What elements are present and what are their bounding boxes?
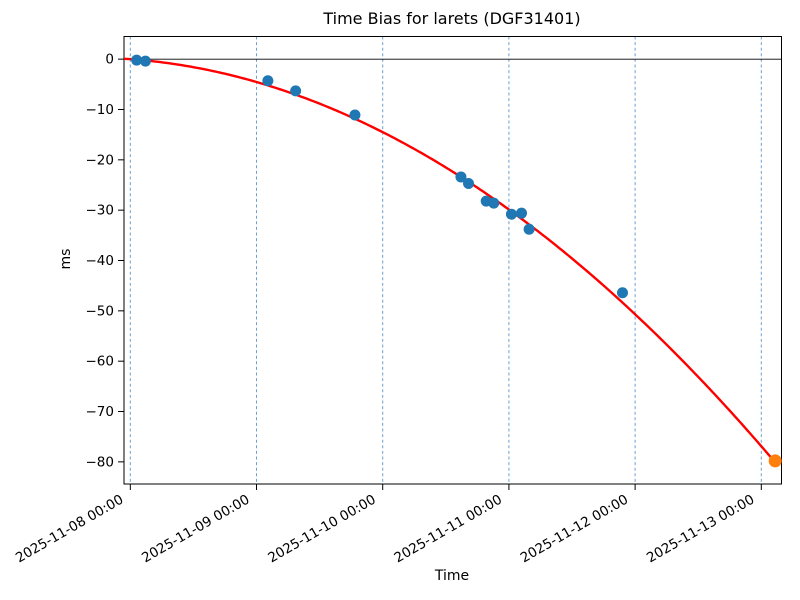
time-bias-observations-marker [616, 287, 628, 299]
time-bias-observations-marker [523, 223, 535, 235]
y-tick-label: −80 [86, 454, 115, 470]
time-bias-observations-marker [516, 207, 528, 219]
chart-title: Time Bias for larets (DGF31401) [322, 9, 580, 28]
x-tick-label: 2025-11-13 00:00 [644, 492, 757, 567]
time-bias-observations-marker [139, 55, 151, 67]
time-bias-observations-marker [131, 54, 143, 66]
x-tick-label: 2025-11-12 00:00 [518, 492, 631, 567]
y-tick-label: −20 [86, 152, 115, 168]
x-tick-labels-group: 2025-11-08 00:00 2025-11-09 00:00 2025-11-… [13, 492, 757, 567]
x-tick-label: 2025-11-09 00:00 [139, 492, 252, 567]
y-tick-label: −50 [86, 303, 115, 319]
y-tick-label: −70 [86, 404, 115, 420]
y-tick-label: −60 [86, 354, 115, 370]
y-tick-label: −30 [86, 203, 115, 219]
tick-marks-group [118, 58, 762, 490]
x-tick-label: 2025-11-10 00:00 [265, 492, 378, 567]
y-axis-label: ms [58, 249, 74, 270]
time-bias-observations-marker [455, 171, 467, 183]
plot-area-border [123, 36, 782, 485]
time-bias-observations-marker [505, 208, 517, 220]
x-tick-label: 2025-11-11 00:00 [392, 492, 505, 567]
time-bias-observations-marker [463, 177, 475, 189]
quadratic-fit-line [123, 57, 777, 464]
time-bias-observations-marker [262, 75, 274, 87]
x-axis-label: Time [434, 568, 469, 584]
x-tick-label: 2025-11-08 00:00 [13, 492, 126, 567]
time-bias-observations-marker [488, 197, 500, 209]
fit-curve-group [123, 57, 777, 464]
y-tick-labels-group: 0 −10 −20 −30 −40 −50 −60 −70 −80 [86, 52, 115, 471]
time-bias-observations-marker [349, 109, 361, 121]
time-bias-observations-marker [290, 85, 302, 97]
y-tick-label: 0 [105, 52, 114, 68]
y-tick-label: −40 [86, 253, 115, 269]
y-tick-label: −10 [86, 102, 115, 118]
gridlines-group [129, 36, 762, 484]
latest-point-marker [768, 454, 782, 468]
data-points-group [131, 54, 782, 468]
